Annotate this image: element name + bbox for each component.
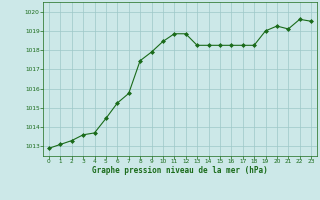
X-axis label: Graphe pression niveau de la mer (hPa): Graphe pression niveau de la mer (hPa) <box>92 166 268 175</box>
